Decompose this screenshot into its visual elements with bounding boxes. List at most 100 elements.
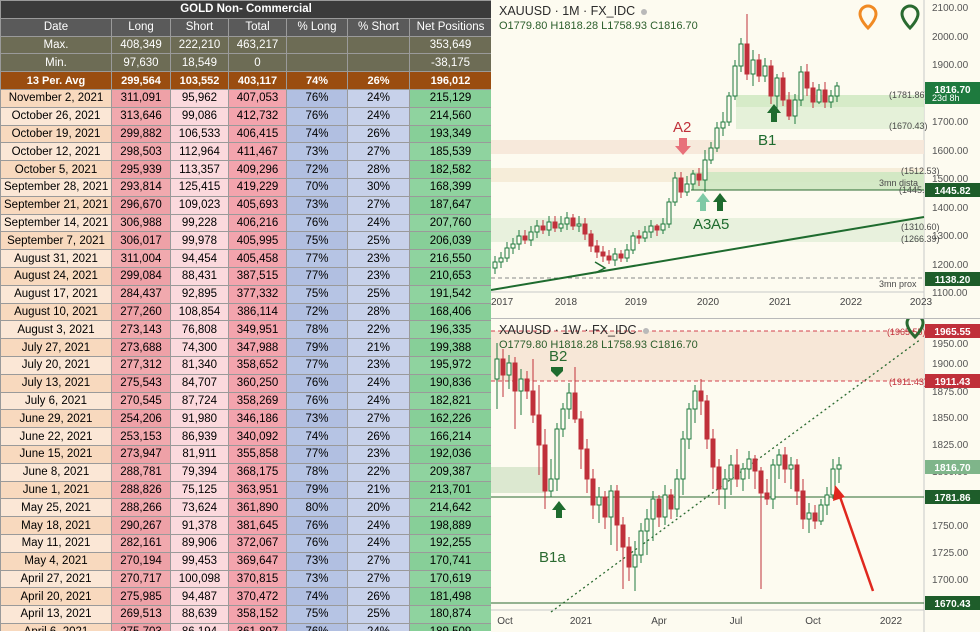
cell-pct-short: 23%: [347, 266, 410, 286]
weekly-candle: [782, 454, 788, 470]
table-row: August 31, 2021 311,004 94,454 405,458 77% 23…: [0, 249, 491, 268]
table-row: August 10, 2021 277,260 108,854 386,114 72% 2…: [0, 302, 491, 322]
annotation-b1a: B1a: [539, 549, 566, 566]
monthly-chart[interactable]: 2100.002000.001900.001800.001700.001600.…: [491, 0, 980, 318]
weekly-candle: [620, 524, 626, 548]
weekly-chart-panel[interactable]: 1950.001900.001875.001850.001825.001800.…: [491, 318, 980, 632]
price-tick-label: 1400.00: [932, 203, 969, 214]
cell-net: 170,619: [408, 569, 491, 589]
cell-date: November 2, 2021: [0, 88, 112, 108]
table-row: October 12, 2021 298,503 112,964 411,467 73%…: [0, 142, 491, 162]
zone-a2: [491, 140, 924, 154]
monthly-candle: [666, 201, 672, 225]
weekly-candle: [668, 494, 674, 510]
weekly-candle: [788, 464, 794, 470]
header-long: Long: [111, 17, 171, 37]
weekly-candle: [716, 466, 722, 490]
cell-pct-short: 25%: [347, 605, 410, 624]
weekly-candle: [542, 444, 548, 492]
header-short: Short: [170, 17, 229, 37]
table-row: May 11, 2021 282,161 89,906 372,067 76% 24% 19…: [0, 533, 491, 553]
weekly-candle: [698, 390, 704, 402]
zone-label: (1911.43): [889, 377, 927, 387]
table-row: September 7, 2021 306,017 99,978 405,995 75%…: [0, 231, 491, 251]
tag-price-1965-bg: [925, 324, 980, 338]
trend-line: [491, 216, 925, 291]
monthly-chart-panel[interactable]: 2100.002000.001900.001800.001700.001600.…: [491, 0, 980, 318]
max-net: 353,649: [408, 35, 491, 55]
zone-label: (1266.39): [901, 234, 940, 244]
price-tick-label: 1300.00: [932, 231, 969, 242]
cell-total: 407,053: [228, 88, 287, 108]
cell-date: May 11, 2021: [0, 533, 112, 553]
weekly-chart[interactable]: 1950.001900.001875.001850.001825.001800.…: [491, 319, 980, 632]
weekly-candle: [560, 408, 566, 430]
weekly-candle: [794, 464, 800, 492]
trend-arrow-icon: [594, 261, 607, 274]
weekly-candle: [692, 390, 698, 410]
cell-short: 88,431: [170, 266, 229, 286]
cell-total: 411,467: [228, 142, 287, 162]
monthly-candle: [660, 223, 666, 231]
monthly-candle: [516, 235, 522, 245]
time-tick-label: 2018: [555, 297, 578, 308]
weekly-candle: [602, 496, 608, 518]
weekly-candle: [584, 448, 590, 480]
weekly-candle: [530, 390, 536, 416]
weekly-candle: [752, 458, 758, 472]
cell-pct-long: 76%: [286, 622, 348, 631]
price-tick-label: 1875.00: [932, 387, 969, 398]
cell-pct-short: 26%: [347, 124, 410, 144]
zone-label: (1512.53): [901, 166, 940, 176]
cell-net: 214,560: [408, 106, 491, 126]
cell-net: 182,582: [408, 160, 491, 179]
monthly-candle: [624, 249, 630, 259]
cell-net: 196,335: [408, 320, 491, 340]
monthly-candle: [804, 71, 810, 89]
cell-long: 275,985: [111, 587, 171, 607]
weekly-candle: [830, 468, 836, 496]
table-row: April 6, 2021275,70386,194361,89776%24%1…: [0, 622, 491, 631]
zone-1670: [736, 107, 924, 129]
cell-pct-short: 23%: [347, 249, 410, 268]
cell-total: 369,647: [228, 551, 287, 571]
cell-total: 340,092: [228, 427, 287, 446]
cell-pct-long: 72%: [286, 160, 348, 179]
header-total: Total: [228, 17, 287, 37]
monthly-candle: [636, 235, 642, 239]
cell-long: 273,143: [111, 320, 171, 340]
weekly-candle: [740, 468, 746, 480]
min-row: Min. 97,630 18,549 0 -38,175: [0, 53, 491, 73]
price-tick-label: 2100.00: [932, 3, 969, 14]
weekly-candle: [704, 400, 710, 440]
cell-pct-long: 77%: [286, 266, 348, 286]
arrow-up-icon: [696, 193, 710, 211]
tag-price-1670-bg: [925, 596, 980, 610]
weekly-candle: [554, 428, 560, 480]
cell-long: 253,153: [111, 427, 171, 446]
cell-long: 311,091: [111, 88, 171, 108]
header-net: Net Positions: [408, 17, 491, 37]
avg-pct-long: 74%: [286, 71, 348, 90]
cell-date: June 22, 2021: [0, 427, 112, 446]
monthly-candle: [726, 95, 732, 123]
cell-pct-short: 20%: [347, 498, 410, 518]
cell-short: 99,228: [170, 213, 229, 233]
cell-date: July 27, 2021: [0, 338, 112, 357]
weekly-candle: [536, 414, 542, 446]
tag-current-sub-bg: [925, 93, 980, 104]
zone-label: (1965.55): [887, 327, 926, 337]
cell-date: April 6, 2021: [0, 622, 112, 631]
table-row: August 24, 2021 299,084 88,431 387,515 77% 23…: [0, 266, 491, 286]
header-pct-long: % Long: [286, 17, 348, 37]
tag-price-1911: 1911.43: [935, 377, 971, 388]
weekly-candle: [524, 378, 530, 392]
cell-pct-long: 76%: [286, 516, 348, 535]
cell-long: 290,267: [111, 516, 171, 535]
cell-long: 277,312: [111, 355, 171, 375]
cell-net: 170,741: [408, 551, 491, 571]
monthly-candle: [492, 261, 498, 269]
cell-pct-short: 24%: [347, 373, 410, 393]
cell-net: 162,226: [408, 409, 491, 429]
annotation-a2: A2: [673, 119, 691, 136]
